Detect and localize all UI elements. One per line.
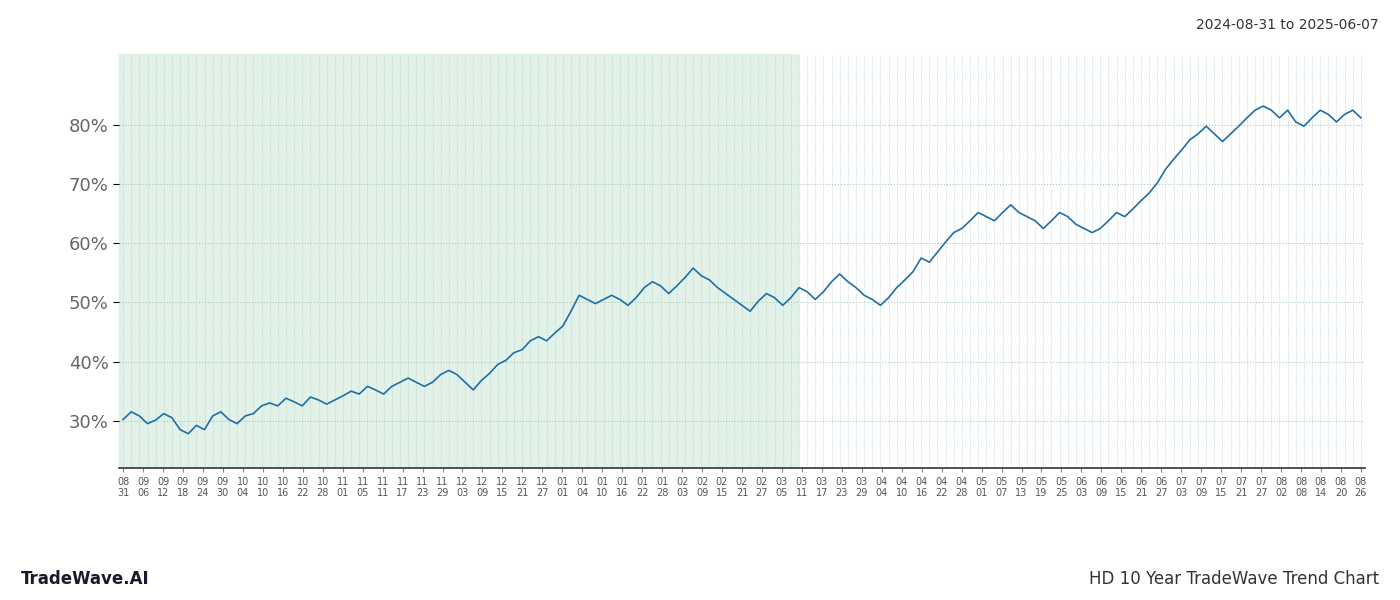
Text: 2024-08-31 to 2025-06-07: 2024-08-31 to 2025-06-07 bbox=[1197, 18, 1379, 32]
Text: TradeWave.AI: TradeWave.AI bbox=[21, 570, 150, 588]
Bar bbox=[119, 54, 798, 468]
Text: HD 10 Year TradeWave Trend Chart: HD 10 Year TradeWave Trend Chart bbox=[1089, 570, 1379, 588]
